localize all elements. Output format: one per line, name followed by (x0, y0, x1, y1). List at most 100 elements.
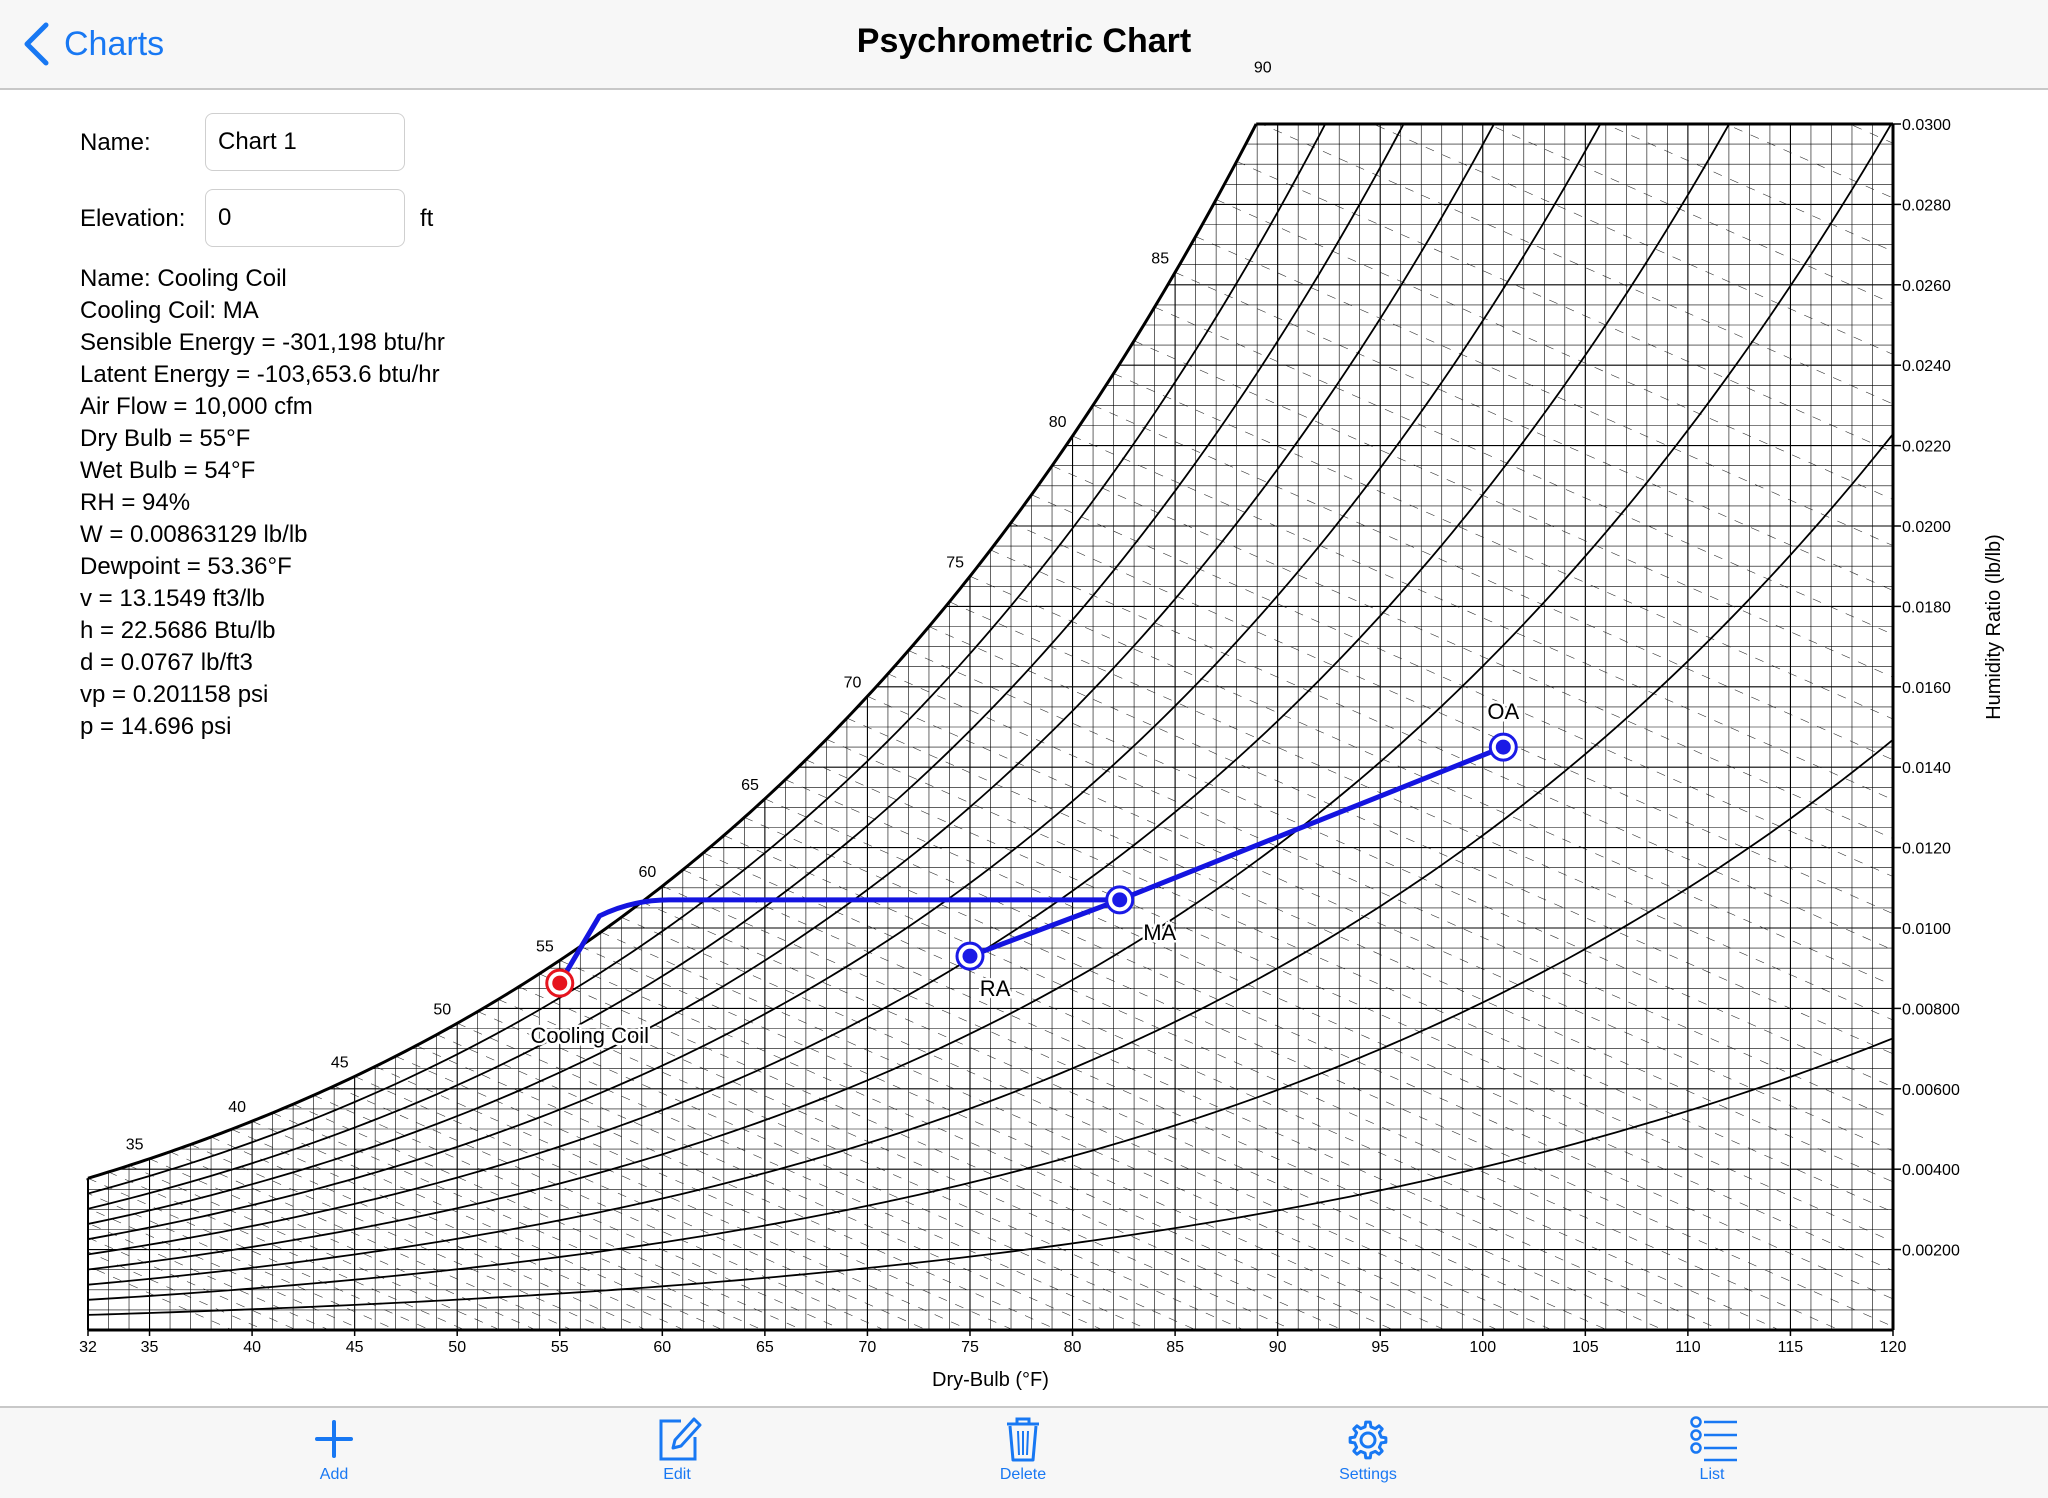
x-tick-label: 32 (79, 1339, 97, 1356)
x-tick-label: 60 (653, 1339, 671, 1356)
y-tick-label: 0.0140 (1902, 760, 1951, 777)
add-button[interactable]: Add (274, 1412, 394, 1496)
saturation-temp-label: 50 (433, 1001, 451, 1018)
settings-button[interactable]: Settings (1308, 1412, 1428, 1496)
wet-bulb-line (457, 1023, 1149, 1330)
wet-bulb-line (724, 835, 1840, 1330)
x-tick-label: 55 (551, 1339, 569, 1356)
x-tick-label: 65 (756, 1339, 774, 1356)
y-tick-label: 0.0220 (1902, 439, 1951, 456)
wet-bulb-line (6, 1201, 297, 1330)
state-point-dot (552, 976, 567, 991)
saturation-temp-label: 85 (1151, 250, 1169, 267)
y-tick-label: 0.00600 (1902, 1082, 1960, 1099)
x-tick-label: 35 (141, 1339, 159, 1356)
wet-bulb-line (1401, 0, 2048, 302)
y-tick-label: 0.0240 (1902, 358, 1951, 375)
x-tick-label: 50 (448, 1339, 466, 1356)
wet-bulb-line (703, 853, 1779, 1330)
x-tick-label: 105 (1572, 1339, 1599, 1356)
state-point-label: OA (1487, 699, 1519, 724)
saturation-temp-label: 60 (639, 864, 657, 881)
state-point-dot (962, 949, 977, 964)
y-tick-label: 0.0160 (1902, 680, 1951, 697)
wet-bulb-line (662, 886, 1663, 1330)
wet-bulb-line (970, 576, 2048, 1258)
state-point-label: MA (1143, 920, 1176, 945)
wet-bulb-line (1052, 466, 2048, 1112)
y-tick-label: 0.0100 (1902, 921, 1951, 938)
state-point-dot (1496, 740, 1511, 755)
state-point-dot (1112, 892, 1127, 907)
y-tick-label: 0.0180 (1902, 599, 1951, 616)
wet-bulb-line (867, 696, 2048, 1330)
bottom-toolbar: Add Edit Delete Settings (0, 1406, 2048, 1498)
y-tick-label: 0.0120 (1902, 841, 1951, 858)
x-tick-label: 45 (346, 1339, 364, 1356)
wet-bulb-line (785, 780, 2027, 1330)
x-tick-label: 80 (1064, 1339, 1082, 1356)
saturation-temp-label: 80 (1049, 414, 1067, 431)
process-line-oa-ma (1120, 747, 1504, 900)
wet-bulb-line (314, 1095, 843, 1330)
x-tick-label: 95 (1371, 1339, 1389, 1356)
y-tick-label: 0.00200 (1902, 1243, 1960, 1260)
x-tick-label: 75 (961, 1339, 979, 1356)
wet-bulb-line (437, 1035, 1103, 1330)
x-tick-label: 70 (859, 1339, 877, 1356)
wet-bulb-line (1032, 495, 2048, 1150)
wet-bulb-line (806, 760, 2048, 1330)
wet-bulb-line (396, 1056, 1014, 1330)
wet-bulb-line (1278, 82, 2048, 628)
wet-bulb-line (1380, 0, 2048, 360)
list-icon (1682, 1412, 1742, 1464)
saturation-temp-label: 35 (126, 1137, 144, 1154)
y-tick-label: 0.00800 (1902, 1001, 1960, 1018)
saturation-temp-label: 70 (844, 674, 862, 691)
wet-bulb-line (1093, 405, 2048, 1032)
y-tick-label: 0.00400 (1902, 1162, 1960, 1179)
wet-bulb-line (847, 718, 2048, 1330)
x-axis-label: Dry-Bulb (°F) (932, 1369, 1049, 1391)
trash-icon (993, 1412, 1053, 1464)
settings-label: Settings (1339, 1466, 1397, 1484)
x-tick-label: 85 (1166, 1339, 1184, 1356)
y-tick-label: 0.0200 (1902, 519, 1951, 536)
edit-button[interactable]: Edit (617, 1412, 737, 1496)
wet-bulb-line (1339, 0, 2048, 471)
edit-label: Edit (663, 1466, 691, 1484)
saturation-curve (88, 124, 1256, 1178)
wet-bulb-line (109, 1172, 465, 1330)
x-tick-label: 110 (1675, 1339, 1701, 1356)
delete-button[interactable]: Delete (963, 1412, 1083, 1496)
gear-icon (1338, 1412, 1398, 1464)
wet-bulb-line (539, 974, 1342, 1330)
wet-bulb-line (621, 917, 1552, 1330)
x-tick-label: 120 (1880, 1339, 1907, 1356)
list-button[interactable]: List (1652, 1412, 1772, 1496)
wet-bulb-line (293, 1104, 802, 1330)
wet-bulb-line (683, 870, 1721, 1330)
y-tick-label: 0.0280 (1902, 197, 1951, 214)
saturation-temp-label: 55 (536, 938, 554, 955)
y-tick-label: 0.0260 (1902, 278, 1951, 295)
saturation-temp-label: 65 (741, 777, 759, 794)
x-tick-label: 115 (1778, 1339, 1804, 1356)
x-tick-label: 100 (1469, 1339, 1496, 1356)
y-axis-label: Humidity Ratio (lb/lb) (1983, 534, 2005, 720)
saturation-temp-label: 40 (228, 1099, 246, 1116)
psychrometric-chart[interactable]: 32 35 40 45 50 55 60 65 70 75 80 85 90 95 100 105 110 115… (0, 0, 2048, 1406)
wet-bulb-line (1134, 341, 2048, 950)
state-point-label: RA (980, 976, 1011, 1001)
chart-grid (0, 0, 2048, 1330)
wet-bulb-line (0, 1206, 264, 1330)
y-tick-label: 0.0300 (1902, 117, 1951, 134)
x-tick-label: 90 (1269, 1339, 1287, 1356)
list-label: List (1700, 1466, 1725, 1484)
add-label: Add (320, 1466, 348, 1484)
saturation-temp-label: 45 (331, 1054, 349, 1071)
wet-bulb-line (560, 960, 1394, 1330)
delete-label: Delete (1000, 1466, 1046, 1484)
state-point-label: Cooling Coil (530, 1023, 649, 1048)
wet-bulb-line (334, 1086, 884, 1330)
